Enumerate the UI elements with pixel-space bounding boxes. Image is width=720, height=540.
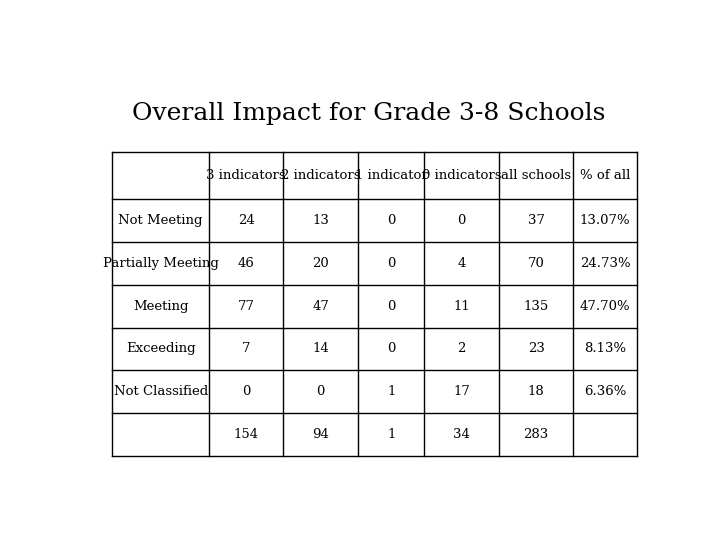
Text: 46: 46	[238, 257, 255, 270]
Text: 24: 24	[238, 214, 255, 227]
Text: 0: 0	[317, 385, 325, 398]
Text: 0: 0	[457, 214, 466, 227]
Text: 1 indicator: 1 indicator	[355, 169, 428, 182]
Text: 14: 14	[312, 342, 329, 355]
Text: % of all: % of all	[580, 169, 630, 182]
Text: 0: 0	[387, 300, 395, 313]
Text: 0 indicators: 0 indicators	[422, 169, 501, 182]
Text: 6.36%: 6.36%	[584, 385, 626, 398]
Text: 2 indicators: 2 indicators	[281, 169, 361, 182]
Text: 37: 37	[528, 214, 544, 227]
Text: 4: 4	[457, 257, 466, 270]
Text: Meeting: Meeting	[133, 300, 189, 313]
Text: 0: 0	[387, 257, 395, 270]
Text: 13: 13	[312, 214, 329, 227]
Text: 47.70%: 47.70%	[580, 300, 631, 313]
Text: 18: 18	[528, 385, 544, 398]
Text: 13.07%: 13.07%	[580, 214, 631, 227]
Text: Partially Meeting: Partially Meeting	[103, 257, 219, 270]
Text: 0: 0	[242, 385, 251, 398]
Text: 2: 2	[457, 342, 466, 355]
Text: 11: 11	[453, 300, 470, 313]
Text: 34: 34	[453, 428, 470, 441]
Text: Exceeding: Exceeding	[126, 342, 195, 355]
Text: 23: 23	[528, 342, 544, 355]
Text: 0: 0	[387, 342, 395, 355]
Text: 3 indicators: 3 indicators	[207, 169, 286, 182]
Text: 94: 94	[312, 428, 329, 441]
Text: 283: 283	[523, 428, 549, 441]
Text: 47: 47	[312, 300, 329, 313]
Text: 7: 7	[242, 342, 251, 355]
Text: 77: 77	[238, 300, 255, 313]
Text: 8.13%: 8.13%	[584, 342, 626, 355]
Text: 135: 135	[523, 300, 549, 313]
Text: 24.73%: 24.73%	[580, 257, 631, 270]
Text: 1: 1	[387, 385, 395, 398]
Text: Not Meeting: Not Meeting	[118, 214, 203, 227]
Text: all schools: all schools	[501, 169, 571, 182]
Text: Overall Impact for Grade 3-8 Schools: Overall Impact for Grade 3-8 Schools	[132, 102, 606, 125]
Text: Not Classified: Not Classified	[114, 385, 208, 398]
Text: 1: 1	[387, 428, 395, 441]
Text: 0: 0	[387, 214, 395, 227]
Text: 17: 17	[453, 385, 470, 398]
Text: 154: 154	[234, 428, 258, 441]
Text: 70: 70	[528, 257, 544, 270]
Text: 20: 20	[312, 257, 329, 270]
